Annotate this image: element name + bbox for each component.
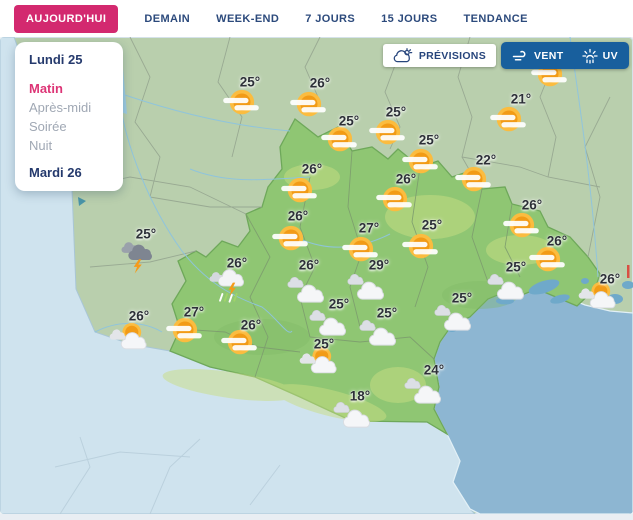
day-part-apr-s-midi[interactable]: Après-midi [29, 100, 92, 115]
temperature-label: 27° [358, 220, 380, 236]
forecast-map: 25° 26° 25° 25° 21° 25° 22° 26° 26° 25° … [0, 37, 633, 514]
clouds-icon[interactable] [333, 400, 371, 431]
sun-cloud-outline-icon [393, 48, 413, 63]
forecast-period-tabs: AUJOURD'HUI DEMAIN WEEK-END 7 JOURS 15 JOURS… [0, 0, 633, 37]
uv-icon [581, 48, 598, 64]
temperature-label: 26° [546, 233, 568, 249]
veiled-sun-icon[interactable] [376, 185, 412, 215]
temperature-label: 25° [418, 132, 440, 148]
clouds-icon[interactable] [347, 272, 385, 303]
veiled-sun-icon[interactable] [321, 125, 357, 155]
day-panel: Lundi 25 Matin Après-midi Soirée Nuit Mardi… [15, 42, 123, 191]
temperature-label: 26° [226, 255, 248, 271]
temperature-label: 26° [599, 271, 621, 287]
temperature-label: 26° [298, 257, 320, 273]
temperature-label: 25° [239, 74, 261, 90]
temperature-label: 29° [368, 257, 390, 273]
temperature-label: 25° [385, 104, 407, 120]
temperature-label: 25° [421, 217, 443, 233]
temperature-label: 26° [309, 75, 331, 91]
tab-15-jours[interactable]: 15 JOURS [381, 12, 438, 25]
veiled-sun-icon[interactable] [221, 328, 257, 358]
map-controls: PRÉVISIONS VENT [382, 42, 629, 69]
clouds-icon[interactable] [359, 318, 397, 349]
sun-cloud-icon[interactable] [109, 321, 147, 353]
storm-dark-icon[interactable] [121, 238, 155, 275]
veiled-sun-icon[interactable] [503, 211, 539, 241]
veiled-sun-icon[interactable] [402, 147, 438, 177]
previsions-label: PRÉVISIONS [418, 49, 486, 62]
sun-cloud-icon[interactable] [578, 280, 616, 312]
temperature-label: 27° [183, 304, 205, 320]
occitanie-region [169, 118, 601, 436]
temperature-label: 22° [475, 152, 497, 168]
relief-shading [162, 164, 554, 422]
day-title: Lundi 25 [29, 52, 83, 67]
map-geography [0, 37, 633, 514]
next-day[interactable]: Mardi 26 [29, 165, 82, 180]
veiled-sun-icon[interactable] [455, 165, 491, 195]
clouds-icon[interactable] [309, 308, 347, 339]
tab-tendance[interactable]: TENDANCE [463, 12, 528, 25]
wind-icon [512, 49, 529, 62]
veiled-sun-icon[interactable] [166, 316, 202, 346]
temperature-label: 25° [376, 305, 398, 321]
temperature-label: 21° [510, 91, 532, 107]
temperature-label: 25° [328, 296, 350, 312]
tab-demain[interactable]: DEMAIN [144, 12, 191, 25]
clouds-icon[interactable] [404, 376, 442, 407]
temperature-label: 26° [521, 197, 543, 213]
spain-borders [54, 436, 281, 514]
page-footer-strip [0, 514, 633, 520]
edge-marker [627, 265, 630, 278]
veiled-sun-icon[interactable] [281, 176, 317, 206]
day-part-matin[interactable]: Matin [29, 81, 63, 96]
tab-week-end[interactable]: WEEK-END [216, 12, 280, 25]
vent-label: VENT [534, 49, 564, 62]
temperature-label: 24° [423, 362, 445, 378]
day-part-list: Matin Après-midi Soirée Nuit [29, 79, 117, 155]
temperature-label: 26° [128, 308, 150, 324]
temperature-label: 18° [349, 388, 371, 404]
clouds-icon[interactable] [287, 275, 325, 306]
veiled-sun-icon[interactable] [290, 90, 326, 120]
temperature-label: 25° [135, 226, 157, 242]
veiled-sun-icon[interactable] [402, 232, 438, 262]
clouds-icon[interactable] [434, 303, 472, 334]
vent-button[interactable]: VENT [503, 49, 573, 62]
tab-aujourd-hui[interactable]: AUJOURD'HUI [14, 4, 119, 33]
clouds-icon[interactable] [487, 272, 525, 303]
sun-cloud-icon[interactable] [299, 345, 337, 377]
temperature-label: 26° [395, 171, 417, 187]
temperature-label: 25° [338, 113, 360, 129]
day-part-nuit[interactable]: Nuit [29, 138, 53, 153]
veiled-sun-icon[interactable] [529, 245, 565, 275]
veiled-sun-icon[interactable] [342, 235, 378, 265]
temperature-label: 25° [313, 336, 335, 352]
uv-label: UV [602, 49, 618, 62]
day-part-soir-e[interactable]: Soirée [29, 119, 67, 134]
uv-button[interactable]: UV [573, 48, 627, 64]
veiled-sun-icon[interactable] [490, 105, 526, 135]
temperature-label: 26° [301, 161, 323, 177]
tab-7-jours[interactable]: 7 JOURS [305, 12, 356, 25]
temperature-label: 26° [287, 208, 309, 224]
temperature-label: 25° [505, 259, 527, 275]
temperature-label: 26° [240, 317, 262, 333]
veiled-sun-icon[interactable] [272, 224, 308, 254]
veiled-sun-icon[interactable] [223, 88, 259, 118]
storm-rain-icon[interactable] [209, 266, 251, 305]
temperature-label: 25° [451, 290, 473, 306]
previsions-button[interactable]: PRÉVISIONS [382, 44, 496, 67]
vent-uv-group: VENT [501, 42, 629, 69]
veiled-sun-icon[interactable] [369, 118, 405, 148]
